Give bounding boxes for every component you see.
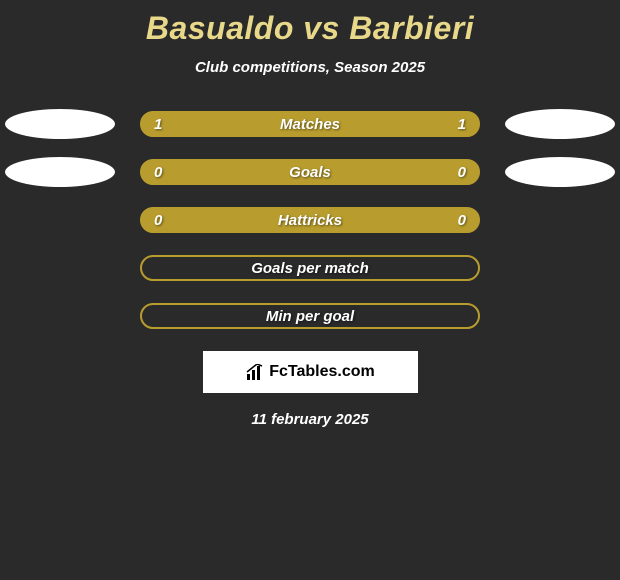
stat-value-left: 0 — [154, 164, 162, 181]
player-left-ellipse — [5, 109, 115, 139]
stat-value-right: 1 — [458, 116, 466, 133]
stat-value-left: 1 — [154, 116, 162, 133]
stat-row-goals: 0 Goals 0 — [0, 159, 620, 185]
date-label: 11 february 2025 — [0, 411, 620, 428]
logo-text: FcTables.com — [269, 363, 375, 381]
stat-bar-hattricks: 0 Hattricks 0 — [140, 207, 480, 233]
logo-box: FcTables.com — [203, 351, 418, 393]
stat-label: Hattricks — [278, 212, 342, 229]
stat-bar-goals: 0 Goals 0 — [140, 159, 480, 185]
stat-label: Goals per match — [251, 260, 369, 277]
comparison-widget: Basualdo vs Barbieri Club competitions, … — [0, 0, 620, 428]
player-right-ellipse — [505, 109, 615, 139]
player-right-ellipse-2 — [505, 157, 615, 187]
stats-area: 1 Matches 1 0 Goals 0 0 Hattricks 0 — [0, 111, 620, 329]
stat-label: Min per goal — [266, 308, 354, 325]
stat-label: Matches — [280, 116, 340, 133]
chart-icon — [245, 364, 265, 380]
subtitle: Club competitions, Season 2025 — [0, 59, 620, 76]
player-left-ellipse-2 — [5, 157, 115, 187]
stat-value-right: 0 — [458, 164, 466, 181]
stat-value-right: 0 — [458, 212, 466, 229]
stat-row-goals-per-match: Goals per match — [0, 255, 620, 281]
stat-bar-matches: 1 Matches 1 — [140, 111, 480, 137]
stat-label: Goals — [289, 164, 331, 181]
stat-bar-min-per-goal: Min per goal — [140, 303, 480, 329]
stat-value-left: 0 — [154, 212, 162, 229]
page-title: Basualdo vs Barbieri — [0, 10, 620, 47]
stat-row-matches: 1 Matches 1 — [0, 111, 620, 137]
stat-row-min-per-goal: Min per goal — [0, 303, 620, 329]
stat-bar-goals-per-match: Goals per match — [140, 255, 480, 281]
logo-content: FcTables.com — [245, 363, 375, 381]
stat-row-hattricks: 0 Hattricks 0 — [0, 207, 620, 233]
